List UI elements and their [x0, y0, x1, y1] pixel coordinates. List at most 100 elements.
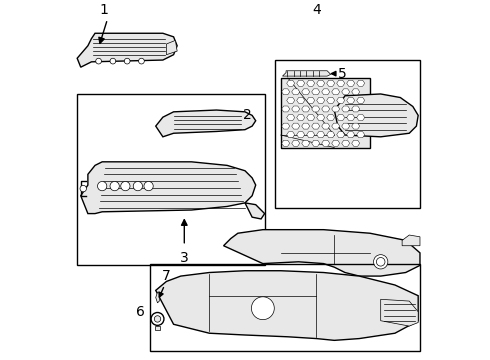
Polygon shape	[77, 33, 177, 67]
Circle shape	[151, 312, 164, 325]
Polygon shape	[292, 106, 300, 112]
Polygon shape	[156, 271, 418, 340]
Circle shape	[124, 58, 130, 64]
Polygon shape	[245, 203, 265, 219]
Polygon shape	[307, 132, 315, 138]
Polygon shape	[347, 132, 355, 138]
Polygon shape	[332, 140, 340, 146]
Polygon shape	[167, 40, 177, 55]
Polygon shape	[81, 162, 256, 213]
Polygon shape	[381, 299, 418, 326]
Polygon shape	[342, 106, 350, 112]
Polygon shape	[312, 140, 319, 146]
Polygon shape	[292, 123, 300, 129]
Polygon shape	[302, 140, 310, 146]
Polygon shape	[337, 98, 344, 103]
Polygon shape	[307, 80, 315, 86]
Polygon shape	[357, 114, 365, 121]
Bar	[150, 264, 420, 351]
Polygon shape	[322, 89, 330, 95]
Polygon shape	[317, 98, 325, 103]
Polygon shape	[287, 80, 294, 86]
Polygon shape	[357, 132, 365, 138]
Circle shape	[110, 58, 116, 64]
Text: 5: 5	[338, 67, 346, 81]
Circle shape	[154, 316, 161, 322]
Polygon shape	[347, 114, 355, 121]
Polygon shape	[223, 230, 420, 276]
Polygon shape	[282, 106, 290, 112]
Polygon shape	[302, 106, 310, 112]
Circle shape	[121, 181, 130, 191]
Circle shape	[139, 58, 144, 64]
Text: 3: 3	[180, 251, 189, 265]
Polygon shape	[342, 140, 350, 146]
Text: 4: 4	[312, 3, 321, 17]
Polygon shape	[332, 123, 340, 129]
Bar	[275, 60, 420, 208]
Polygon shape	[317, 132, 325, 138]
Polygon shape	[312, 89, 319, 95]
Polygon shape	[297, 80, 305, 86]
Polygon shape	[342, 89, 350, 95]
Polygon shape	[327, 132, 335, 138]
Polygon shape	[312, 123, 319, 129]
Text: 7: 7	[162, 269, 171, 283]
Polygon shape	[292, 140, 300, 146]
Polygon shape	[357, 98, 365, 103]
Circle shape	[133, 181, 143, 191]
Polygon shape	[282, 89, 290, 95]
Polygon shape	[297, 132, 305, 138]
Polygon shape	[322, 140, 330, 146]
Text: 2: 2	[243, 108, 252, 122]
Polygon shape	[402, 235, 420, 246]
Polygon shape	[322, 106, 330, 112]
Text: 6: 6	[136, 305, 145, 319]
Polygon shape	[156, 292, 159, 303]
Polygon shape	[337, 80, 344, 86]
Polygon shape	[337, 114, 344, 121]
Polygon shape	[327, 80, 335, 86]
Polygon shape	[352, 123, 360, 129]
Bar	[281, 78, 370, 148]
Polygon shape	[357, 80, 365, 86]
Circle shape	[373, 255, 388, 269]
Polygon shape	[282, 140, 290, 146]
Polygon shape	[334, 94, 418, 137]
Circle shape	[80, 185, 86, 192]
Polygon shape	[282, 123, 290, 129]
Polygon shape	[352, 140, 360, 146]
Polygon shape	[317, 80, 325, 86]
Polygon shape	[292, 89, 300, 95]
Circle shape	[110, 181, 119, 191]
Polygon shape	[347, 98, 355, 103]
Circle shape	[251, 297, 274, 320]
Polygon shape	[327, 114, 335, 121]
Polygon shape	[337, 132, 344, 138]
Circle shape	[376, 257, 385, 266]
Polygon shape	[302, 123, 310, 129]
Circle shape	[144, 181, 153, 191]
Polygon shape	[302, 89, 310, 95]
Polygon shape	[155, 326, 160, 330]
Polygon shape	[342, 123, 350, 129]
Polygon shape	[347, 80, 355, 86]
Polygon shape	[287, 98, 294, 103]
Bar	[77, 94, 265, 265]
Polygon shape	[312, 106, 319, 112]
Polygon shape	[352, 89, 360, 95]
Polygon shape	[307, 114, 315, 121]
Polygon shape	[283, 71, 331, 76]
Circle shape	[98, 181, 107, 191]
Polygon shape	[332, 89, 340, 95]
Text: 1: 1	[99, 3, 108, 17]
Polygon shape	[332, 106, 340, 112]
Polygon shape	[307, 98, 315, 103]
Polygon shape	[352, 106, 360, 112]
Polygon shape	[156, 110, 256, 137]
Polygon shape	[287, 132, 294, 138]
Polygon shape	[317, 114, 325, 121]
Polygon shape	[287, 114, 294, 121]
Polygon shape	[322, 123, 330, 129]
Circle shape	[96, 58, 101, 64]
